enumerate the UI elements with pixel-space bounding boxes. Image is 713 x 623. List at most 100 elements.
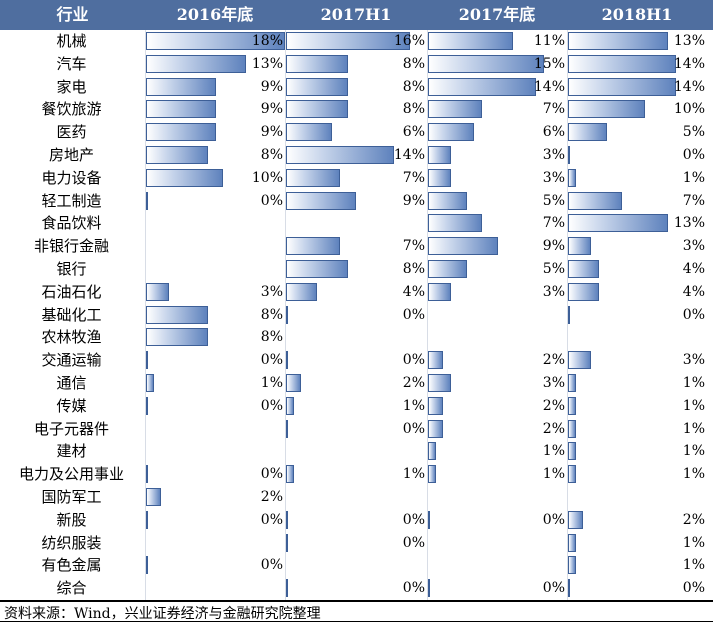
bar-2018H1 <box>568 191 623 210</box>
bar-2018H1 <box>568 442 576 461</box>
value-label: 1% <box>682 466 705 483</box>
header-cell-1: 2016年底 <box>176 5 254 24</box>
header-cell-3: 2017年底 <box>458 5 536 24</box>
bar-2017年底 <box>428 214 483 233</box>
value-label: 3% <box>542 169 565 186</box>
header-cell-0: 行业 <box>56 5 89 24</box>
industry-label: 基础化工 <box>41 305 102 324</box>
value-label: 2% <box>542 352 565 369</box>
industry-label: 电力设备 <box>41 168 102 187</box>
bar-2017H1 <box>286 77 348 96</box>
column-separator <box>427 30 428 600</box>
bar-2017H1 <box>286 374 302 392</box>
bar-2017H1 <box>286 100 348 119</box>
bar-2018H1 <box>568 556 576 575</box>
value-label: 3% <box>542 375 565 391</box>
industry-label: 石油石化 <box>41 282 102 301</box>
bar-2016年底 <box>146 77 216 96</box>
value-label: 0% <box>260 557 283 574</box>
bar-2016年底 <box>146 374 154 392</box>
value-label: 1% <box>682 443 705 460</box>
value-label: 18% <box>251 33 283 49</box>
bar-2017H1 <box>286 465 294 484</box>
bar-2017年底 <box>428 146 452 164</box>
source-note: 资料来源：Wind，兴业证券经济与金融研究院整理 <box>4 606 321 622</box>
industry-label: 农林牧渔 <box>41 328 102 347</box>
value-label: 0% <box>682 580 705 597</box>
industry-label: 汽车 <box>56 54 87 73</box>
value-label: 0% <box>402 511 425 528</box>
bar-2017年底 <box>428 374 452 392</box>
value-label: 7% <box>402 238 425 255</box>
bar-2017H1 <box>286 579 288 598</box>
value-label: 6% <box>542 124 565 141</box>
bar-2016年底 <box>146 556 148 575</box>
bar-2016年底 <box>146 32 285 50</box>
value-label: 1% <box>402 466 425 483</box>
bar-2018H1 <box>568 77 677 96</box>
industry-label: 医药 <box>56 123 87 142</box>
bar-2017H1 <box>286 351 288 370</box>
bar-2017年底 <box>428 237 498 256</box>
value-label: 7% <box>542 101 565 118</box>
value-label: 0% <box>682 306 705 323</box>
value-label: 5% <box>682 124 705 141</box>
bar-2017年底 <box>428 396 444 415</box>
value-label: 13% <box>673 33 705 49</box>
value-label: 0% <box>402 306 425 323</box>
value-label: 3% <box>682 238 705 255</box>
bar-2018H1 <box>568 465 576 484</box>
bar-2018H1 <box>568 168 576 187</box>
value-label: 2% <box>402 375 425 391</box>
bar-2017H1 <box>286 419 288 438</box>
bar-2017H1 <box>286 260 348 278</box>
bar-2016年底 <box>146 510 148 529</box>
value-label: 9% <box>260 124 283 141</box>
value-label: 14% <box>673 55 705 72</box>
bar-2017年底 <box>428 100 483 119</box>
industry-label: 建材 <box>56 442 87 461</box>
value-label: 7% <box>682 192 705 209</box>
bar-2017年底 <box>428 191 467 210</box>
value-label: 1% <box>402 397 425 414</box>
header-cell-4: 2018H1 <box>601 5 673 24</box>
bar-2017H1 <box>286 146 395 164</box>
value-label: 2% <box>542 397 565 414</box>
bar-2017H1 <box>286 282 317 301</box>
industry-label: 综合 <box>56 579 87 598</box>
bar-2018H1 <box>568 54 677 73</box>
value-label: 14% <box>533 78 565 95</box>
value-label: 6% <box>402 124 425 141</box>
footer-rule <box>0 621 713 622</box>
column-separator <box>567 30 568 600</box>
value-label: 0% <box>402 420 425 437</box>
bar-2017H1 <box>286 32 410 50</box>
bar-2017年底 <box>428 32 513 50</box>
bar-2018H1 <box>568 419 576 438</box>
industry-label: 交通运输 <box>41 351 102 370</box>
bar-2017H1 <box>286 191 356 210</box>
bar-2017H1 <box>286 168 341 187</box>
bar-2018H1 <box>568 510 584 529</box>
bar-2016年底 <box>146 328 208 347</box>
value-label: 0% <box>402 580 425 597</box>
value-label: 0% <box>260 397 283 414</box>
industry-label: 家电 <box>56 77 87 96</box>
value-label: 3% <box>260 283 283 300</box>
value-label: 3% <box>682 352 705 369</box>
bar-2017H1 <box>286 123 333 142</box>
value-label: 3% <box>542 147 565 163</box>
value-label: 14% <box>393 147 425 163</box>
value-label: 10% <box>251 169 283 186</box>
bar-2016年底 <box>146 54 247 73</box>
bar-2018H1 <box>568 396 576 415</box>
bar-2018H1 <box>568 579 570 598</box>
bar-2017年底 <box>428 168 452 187</box>
value-label: 8% <box>402 78 425 95</box>
bar-2017H1 <box>286 533 288 552</box>
value-label: 0% <box>402 534 425 551</box>
bar-2017H1 <box>286 396 294 415</box>
bar-2018H1 <box>568 146 570 164</box>
value-label: 2% <box>260 489 283 505</box>
